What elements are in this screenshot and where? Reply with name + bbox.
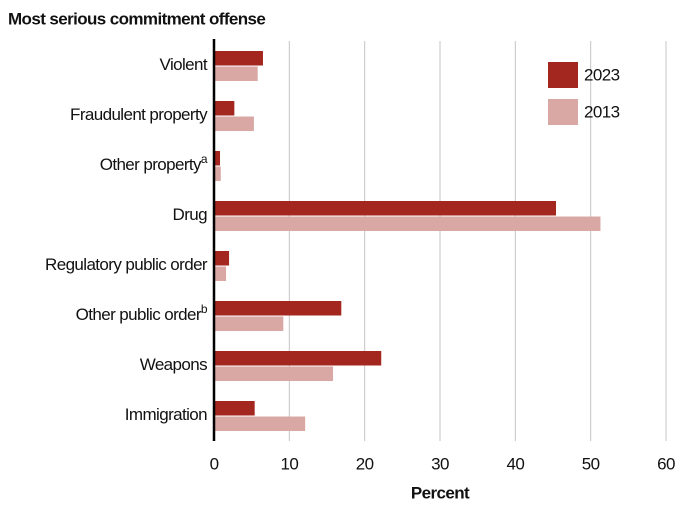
legend-swatch <box>548 62 578 88</box>
footnote-marker: b <box>201 302 208 316</box>
category-label: Fraudulent property <box>70 105 208 124</box>
x-tick-label: 10 <box>280 454 298 473</box>
y-tick-label: Immigration <box>125 405 207 424</box>
bar <box>214 216 601 231</box>
bar <box>214 116 254 131</box>
category-label: Regulatory public order <box>45 255 208 274</box>
bar <box>214 201 557 216</box>
x-tick-label: 60 <box>657 454 675 473</box>
category-label: Other property <box>100 155 202 174</box>
legend-swatch <box>548 99 578 125</box>
bar <box>214 416 306 431</box>
bar <box>214 166 221 181</box>
y-tick-label: Other public orderb <box>76 302 208 324</box>
x-tick-label: 0 <box>210 454 219 473</box>
bar <box>214 151 221 166</box>
bar <box>214 401 255 416</box>
category-label: Violent <box>160 55 208 74</box>
y-tick-label: Fraudulent property <box>70 105 208 124</box>
y-tick-label: Violent <box>160 55 208 74</box>
bar <box>214 301 342 316</box>
category-label: Other public order <box>76 305 202 324</box>
x-tick-label: 50 <box>582 454 600 473</box>
x-tick-label: 30 <box>431 454 449 473</box>
bar <box>214 316 284 331</box>
category-label: Drug <box>173 205 208 224</box>
chart-title: Most serious commitment offense <box>8 9 265 28</box>
y-tick-label: Drug <box>173 205 208 224</box>
category-label: Immigration <box>125 405 207 424</box>
bar <box>214 51 263 66</box>
bar <box>214 351 382 366</box>
y-tick-label: Weapons <box>140 355 207 374</box>
bar <box>214 266 227 281</box>
bar <box>214 251 230 266</box>
y-tick-label: Other propertya <box>100 152 208 174</box>
legend-label: 2013 <box>584 102 620 121</box>
bar <box>214 66 258 81</box>
category-label: Weapons <box>140 355 207 374</box>
bar <box>214 101 235 116</box>
footnote-marker: a <box>201 152 208 166</box>
x-tick-label: 40 <box>506 454 524 473</box>
x-axis-label: Percent <box>411 483 470 502</box>
x-tick-label: 20 <box>356 454 374 473</box>
bar <box>214 366 334 381</box>
y-tick-label: Regulatory public order <box>45 255 208 274</box>
legend-label: 2023 <box>584 65 620 84</box>
